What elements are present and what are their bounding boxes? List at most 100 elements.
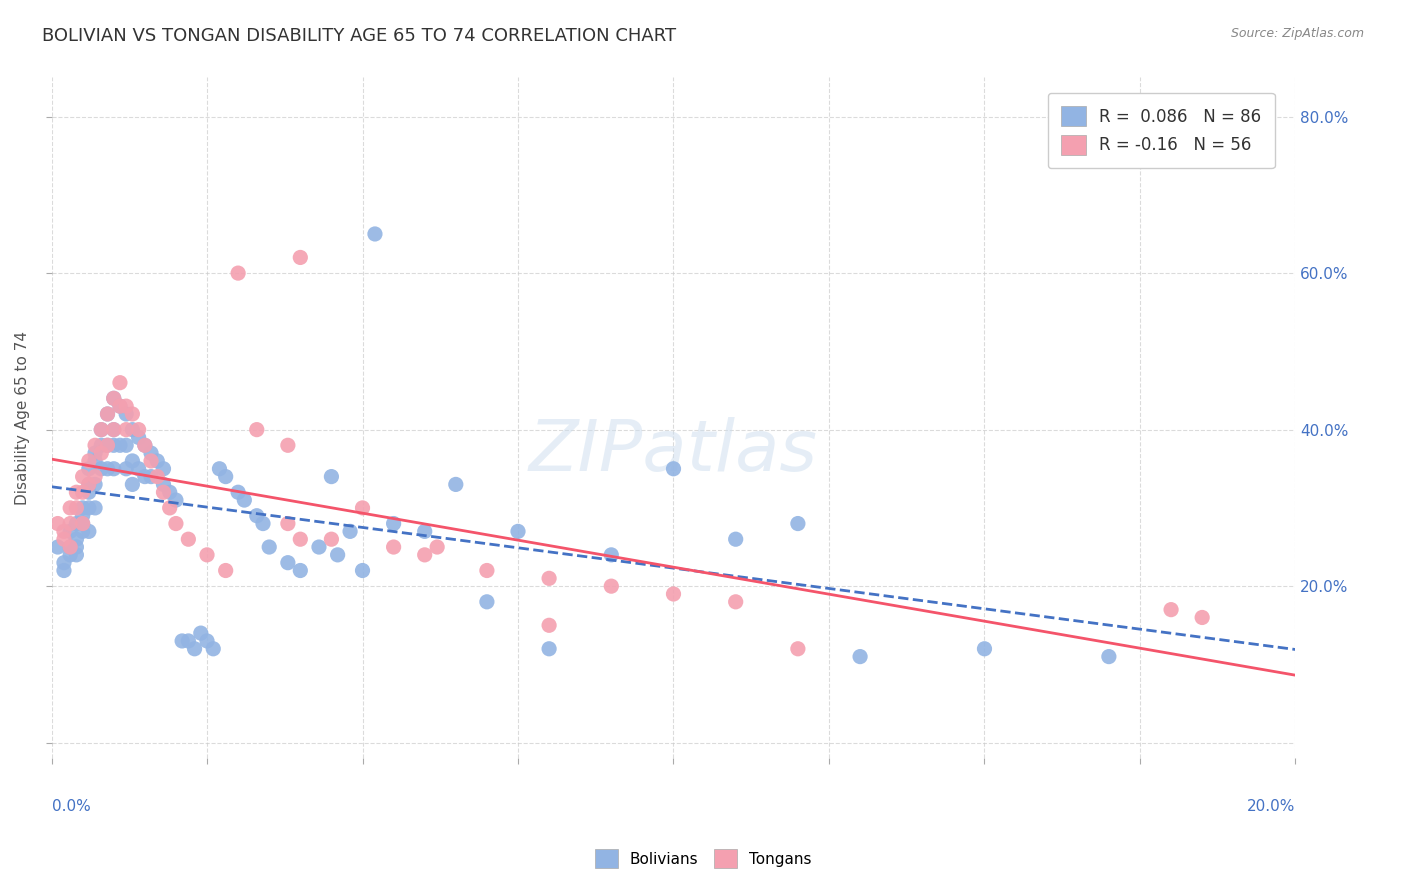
Point xyxy=(146,469,169,483)
Point xyxy=(115,438,138,452)
Point xyxy=(786,516,808,531)
Point xyxy=(84,477,107,491)
Point xyxy=(96,462,118,476)
Point xyxy=(108,376,131,390)
Point xyxy=(1098,649,1121,664)
Point xyxy=(121,423,143,437)
Point xyxy=(115,407,138,421)
Point xyxy=(134,438,156,452)
Point xyxy=(226,485,249,500)
Point xyxy=(96,407,118,421)
Point xyxy=(65,548,87,562)
Point xyxy=(84,446,107,460)
Point xyxy=(128,430,150,444)
Point xyxy=(246,508,269,523)
Point xyxy=(115,399,138,413)
Point xyxy=(90,423,112,437)
Point xyxy=(538,641,561,656)
Point xyxy=(52,556,75,570)
Point xyxy=(382,540,405,554)
Point xyxy=(121,477,143,491)
Point xyxy=(413,524,436,539)
Point xyxy=(308,540,330,554)
Point xyxy=(326,548,349,562)
Point xyxy=(72,500,94,515)
Point xyxy=(103,423,125,437)
Point xyxy=(233,493,256,508)
Point xyxy=(65,540,87,554)
Legend: Bolivians, Tongans: Bolivians, Tongans xyxy=(588,841,818,875)
Point xyxy=(139,469,162,483)
Point xyxy=(134,438,156,452)
Point xyxy=(277,438,299,452)
Point xyxy=(172,634,194,648)
Point xyxy=(46,516,69,531)
Point xyxy=(103,392,125,406)
Point xyxy=(177,532,200,546)
Point xyxy=(72,516,94,531)
Point xyxy=(382,516,405,531)
Point xyxy=(65,485,87,500)
Point xyxy=(84,438,107,452)
Point xyxy=(506,524,529,539)
Point xyxy=(321,532,343,546)
Point xyxy=(77,477,100,491)
Point xyxy=(321,469,343,483)
Point xyxy=(108,399,131,413)
Point xyxy=(121,454,143,468)
Point xyxy=(662,587,685,601)
Point xyxy=(103,462,125,476)
Point xyxy=(215,564,238,578)
Point xyxy=(65,516,87,531)
Point xyxy=(65,500,87,515)
Point xyxy=(277,516,299,531)
Point xyxy=(1160,602,1182,616)
Point xyxy=(139,454,162,468)
Point xyxy=(108,438,131,452)
Point xyxy=(90,462,112,476)
Point xyxy=(103,423,125,437)
Point xyxy=(77,524,100,539)
Point xyxy=(46,540,69,554)
Point xyxy=(152,462,174,476)
Point xyxy=(128,423,150,437)
Point xyxy=(177,634,200,648)
Point xyxy=(59,516,82,531)
Point xyxy=(103,392,125,406)
Point xyxy=(84,469,107,483)
Point xyxy=(77,485,100,500)
Point xyxy=(413,548,436,562)
Point xyxy=(77,454,100,468)
Point xyxy=(339,524,361,539)
Point xyxy=(72,516,94,531)
Point xyxy=(96,438,118,452)
Point xyxy=(364,227,387,241)
Point xyxy=(115,462,138,476)
Point xyxy=(152,485,174,500)
Point xyxy=(128,462,150,476)
Point xyxy=(134,469,156,483)
Point xyxy=(159,485,181,500)
Point xyxy=(90,446,112,460)
Point xyxy=(90,423,112,437)
Point xyxy=(252,516,274,531)
Legend: R =  0.086   N = 86, R = -0.16   N = 56: R = 0.086 N = 86, R = -0.16 N = 56 xyxy=(1047,93,1275,169)
Point xyxy=(96,438,118,452)
Point xyxy=(59,548,82,562)
Point xyxy=(90,438,112,452)
Point xyxy=(190,626,212,640)
Point xyxy=(72,485,94,500)
Point xyxy=(72,508,94,523)
Point xyxy=(215,469,238,483)
Point xyxy=(290,532,312,546)
Y-axis label: Disability Age 65 to 74: Disability Age 65 to 74 xyxy=(15,331,30,505)
Text: 0.0%: 0.0% xyxy=(52,799,90,814)
Text: 20.0%: 20.0% xyxy=(1247,799,1295,814)
Point xyxy=(277,556,299,570)
Point xyxy=(475,564,498,578)
Point xyxy=(195,634,218,648)
Point xyxy=(152,477,174,491)
Point xyxy=(290,564,312,578)
Point xyxy=(165,493,187,508)
Point xyxy=(208,462,231,476)
